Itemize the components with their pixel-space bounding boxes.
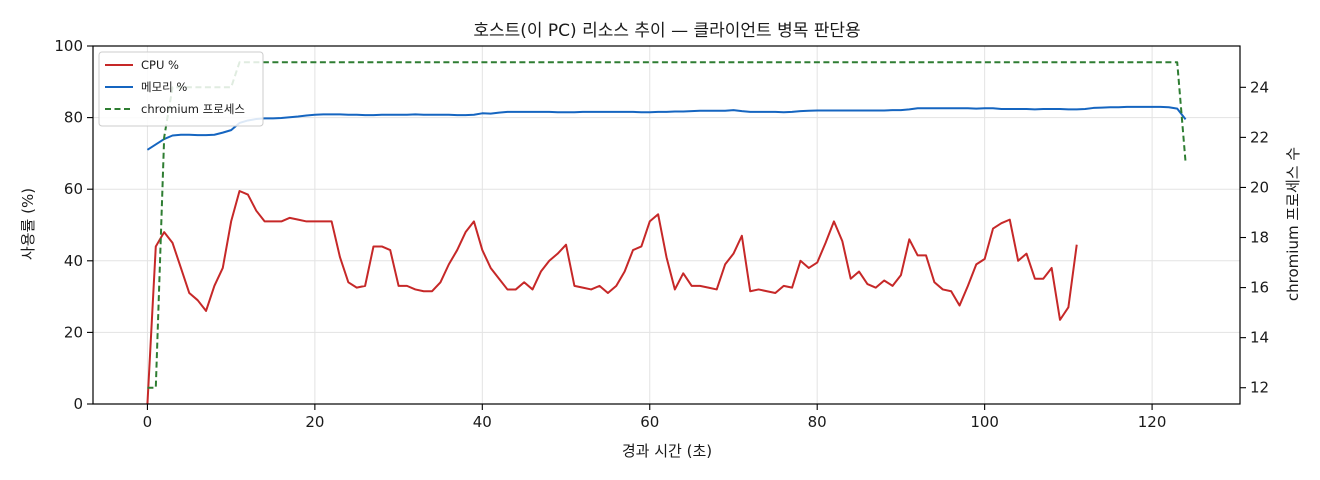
x-tick-label: 60 [640,413,659,431]
y2-tick-label: 14 [1250,329,1269,347]
legend-label: chromium 프로세스 [141,102,245,116]
series-lines [146,61,1187,405]
x-axis-title: 경과 시간 (초) [622,442,712,460]
series-line-3 [147,61,1187,389]
y-tick-label: 40 [64,252,83,270]
x-tick-label: 0 [143,413,153,431]
y-tick-label: 60 [64,180,83,198]
y-axis-title: 사용률 (%) [19,188,37,260]
legend: CPU % 메모리 % chromium 프로세스 [98,51,264,127]
x-tick-label: 20 [305,413,324,431]
y2-tick-label: 24 [1250,78,1269,96]
y2-tick-label: 12 [1250,379,1269,397]
axis-ticks: 0 20 40 60 80 100 120 0 20 40 60 80 100 12 14 16 18 20 22 2… [54,37,1269,431]
y-tick-label: 0 [73,395,83,413]
axes [92,45,1241,405]
x-tick-label: 100 [970,413,999,431]
legend-label: 메모리 % [141,80,187,94]
x-tick-label: 40 [473,413,492,431]
y2-tick-label: 18 [1250,229,1269,247]
legend-label: CPU % [141,58,179,72]
y2-tick-label: 16 [1250,279,1269,297]
y-tick-label: 80 [64,109,83,127]
legend-box [98,51,264,127]
x-tick-label: 120 [1138,413,1167,431]
plot-frame [92,45,1241,405]
y-tick-label: 100 [54,37,83,55]
chart-title: 호스트(이 PC) 리소스 추이 — 클라이언트 병목 판단용 [473,21,860,41]
y2-tick-label: 20 [1250,178,1269,196]
series-line-1 [146,189,1078,405]
x-tick-label: 80 [808,413,827,431]
y2-tick-label: 22 [1250,128,1269,146]
y2-axis-title: chromium 프로세스 수 [1284,147,1302,301]
y-tick-label: 20 [64,323,83,341]
series-line-2 [146,105,1187,151]
